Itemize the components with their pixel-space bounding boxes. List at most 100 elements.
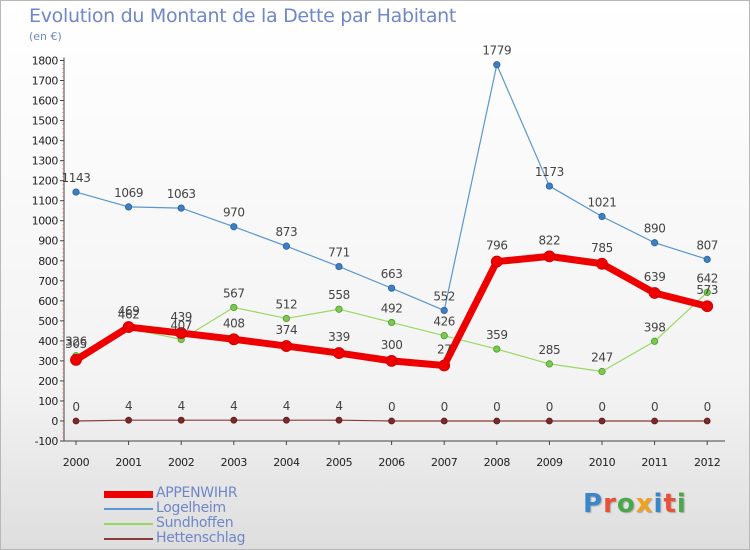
- y-tick-label: 1700: [32, 75, 59, 88]
- x-tick-label: 2012: [694, 456, 720, 469]
- data-label-hettenschlag: 0: [598, 400, 605, 414]
- data-label-sundhoffen: 512: [276, 297, 298, 311]
- data-label-sundhoffen: 426: [433, 315, 455, 329]
- data-point-appenwihr: [648, 287, 661, 299]
- data-label-logelheim: 807: [696, 238, 718, 252]
- x-tick-label: 2004: [273, 456, 300, 469]
- x-tick-label: 2006: [378, 456, 405, 469]
- data-label-appenwihr: 439: [170, 310, 192, 324]
- data-label-sundhoffen: 285: [539, 343, 561, 357]
- logo-letter: o: [616, 489, 636, 519]
- x-tick-label: 2009: [536, 456, 563, 469]
- x-tick-label: 2005: [326, 456, 353, 469]
- data-point-logelheim: [545, 182, 554, 190]
- data-point-appenwihr: [596, 257, 608, 270]
- data-point-appenwihr: [227, 333, 240, 346]
- y-tick-label: 1100: [32, 195, 59, 208]
- data-point-appenwihr: [438, 359, 451, 372]
- data-point-hettenschlag: [546, 417, 553, 425]
- legend-swatch-appenwihr: [104, 490, 153, 498]
- data-label-appenwihr: 469: [118, 304, 140, 318]
- x-tick-label: 2008: [484, 456, 511, 469]
- data-label-hettenschlag: 0: [388, 400, 395, 414]
- data-label-hettenschlag: 4: [283, 399, 290, 413]
- data-label-logelheim: 552: [433, 289, 455, 303]
- data-point-sundhoffen: [545, 360, 554, 368]
- data-point-hettenschlag: [282, 416, 290, 424]
- data-point-hettenschlag: [440, 417, 448, 425]
- data-point-appenwihr: [70, 353, 82, 366]
- data-label-logelheim: 970: [223, 206, 245, 220]
- data-point-sundhoffen: [440, 332, 448, 340]
- data-label-sundhoffen: 462: [118, 307, 140, 321]
- x-tick-label: 2003: [221, 456, 248, 469]
- data-point-logelheim: [335, 262, 343, 271]
- data-label-hettenschlag: 4: [125, 399, 132, 413]
- data-point-hettenschlag: [598, 417, 606, 425]
- data-label-sundhoffen: 247: [591, 351, 613, 365]
- data-point-appenwihr: [701, 300, 714, 313]
- data-label-appenwihr: 639: [644, 270, 666, 284]
- data-point-appenwihr: [490, 255, 503, 268]
- y-tick-label: 600: [38, 295, 58, 308]
- data-point-appenwihr: [385, 354, 398, 367]
- data-point-hettenschlag: [388, 417, 396, 425]
- data-point-sundhoffen: [230, 303, 238, 312]
- data-label-appenwihr: 305: [65, 337, 87, 351]
- legend-label-logelheim: Logelheim: [156, 500, 226, 516]
- data-point-appenwihr: [122, 321, 135, 333]
- logo-letter: i: [653, 489, 664, 519]
- data-label-hettenschlag: 0: [704, 400, 711, 414]
- y-tick-label: 400: [38, 335, 58, 348]
- y-tick-label: 1400: [32, 135, 59, 148]
- data-point-logelheim: [703, 255, 711, 263]
- data-label-logelheim: 1063: [167, 187, 196, 201]
- data-point-hettenschlag: [177, 416, 185, 424]
- data-label-appenwihr: 27: [437, 343, 451, 357]
- data-label-appenwihr: 796: [486, 239, 508, 253]
- logo-letter: x: [635, 489, 654, 519]
- data-label-sundhoffen: 642: [696, 271, 718, 285]
- data-point-hettenschlag: [703, 417, 711, 425]
- data-point-hettenschlag: [493, 417, 501, 425]
- data-point-hettenschlag: [125, 416, 132, 424]
- y-tick-label: 100: [38, 395, 58, 408]
- legend-label-sundhoffen: Sundhoffen: [156, 515, 234, 531]
- y-tick-label: -100: [35, 435, 59, 448]
- data-label-sundhoffen: 567: [223, 286, 245, 300]
- data-point-logelheim: [125, 203, 133, 211]
- data-label-sundhoffen: 326: [65, 335, 87, 349]
- data-label-logelheim: 1069: [114, 186, 143, 200]
- data-label-logelheim: 1173: [535, 165, 564, 179]
- x-tick-label: 2011: [641, 456, 667, 469]
- data-label-hettenschlag: 0: [493, 400, 500, 414]
- data-label-hettenschlag: 0: [546, 400, 553, 414]
- data-point-hettenschlag: [651, 417, 658, 425]
- legend-label-hettenschlag: Hettenschlag: [156, 530, 246, 546]
- data-label-hettenschlag: 0: [651, 400, 658, 414]
- legend-swatch-hettenschlag: [104, 538, 153, 540]
- data-label-hettenschlag: 0: [441, 400, 448, 414]
- data-point-sundhoffen: [335, 305, 343, 313]
- data-point-hettenschlag: [335, 416, 343, 424]
- x-tick-label: 2010: [589, 456, 616, 469]
- data-point-logelheim: [650, 239, 659, 247]
- data-point-appenwihr: [333, 347, 345, 359]
- data-point-logelheim: [282, 242, 290, 250]
- data-label-hettenschlag: 4: [178, 399, 185, 413]
- data-label-logelheim: 1779: [482, 44, 511, 58]
- data-label-logelheim: 663: [381, 267, 403, 281]
- logo-letter: t: [663, 489, 677, 519]
- y-tick-label: 1000: [32, 215, 59, 228]
- data-label-logelheim: 1143: [62, 171, 91, 185]
- data-point-hettenschlag: [230, 416, 238, 424]
- data-point-sundhoffen: [282, 314, 290, 323]
- logo-letter: P: [583, 489, 604, 519]
- data-point-sundhoffen: [598, 367, 606, 376]
- data-label-appenwihr: 374: [276, 323, 298, 337]
- data-point-logelheim: [598, 212, 606, 221]
- chart-title: Evolution du Montant de la Dette par Hab…: [29, 5, 457, 27]
- data-point-hettenschlag: [72, 417, 80, 425]
